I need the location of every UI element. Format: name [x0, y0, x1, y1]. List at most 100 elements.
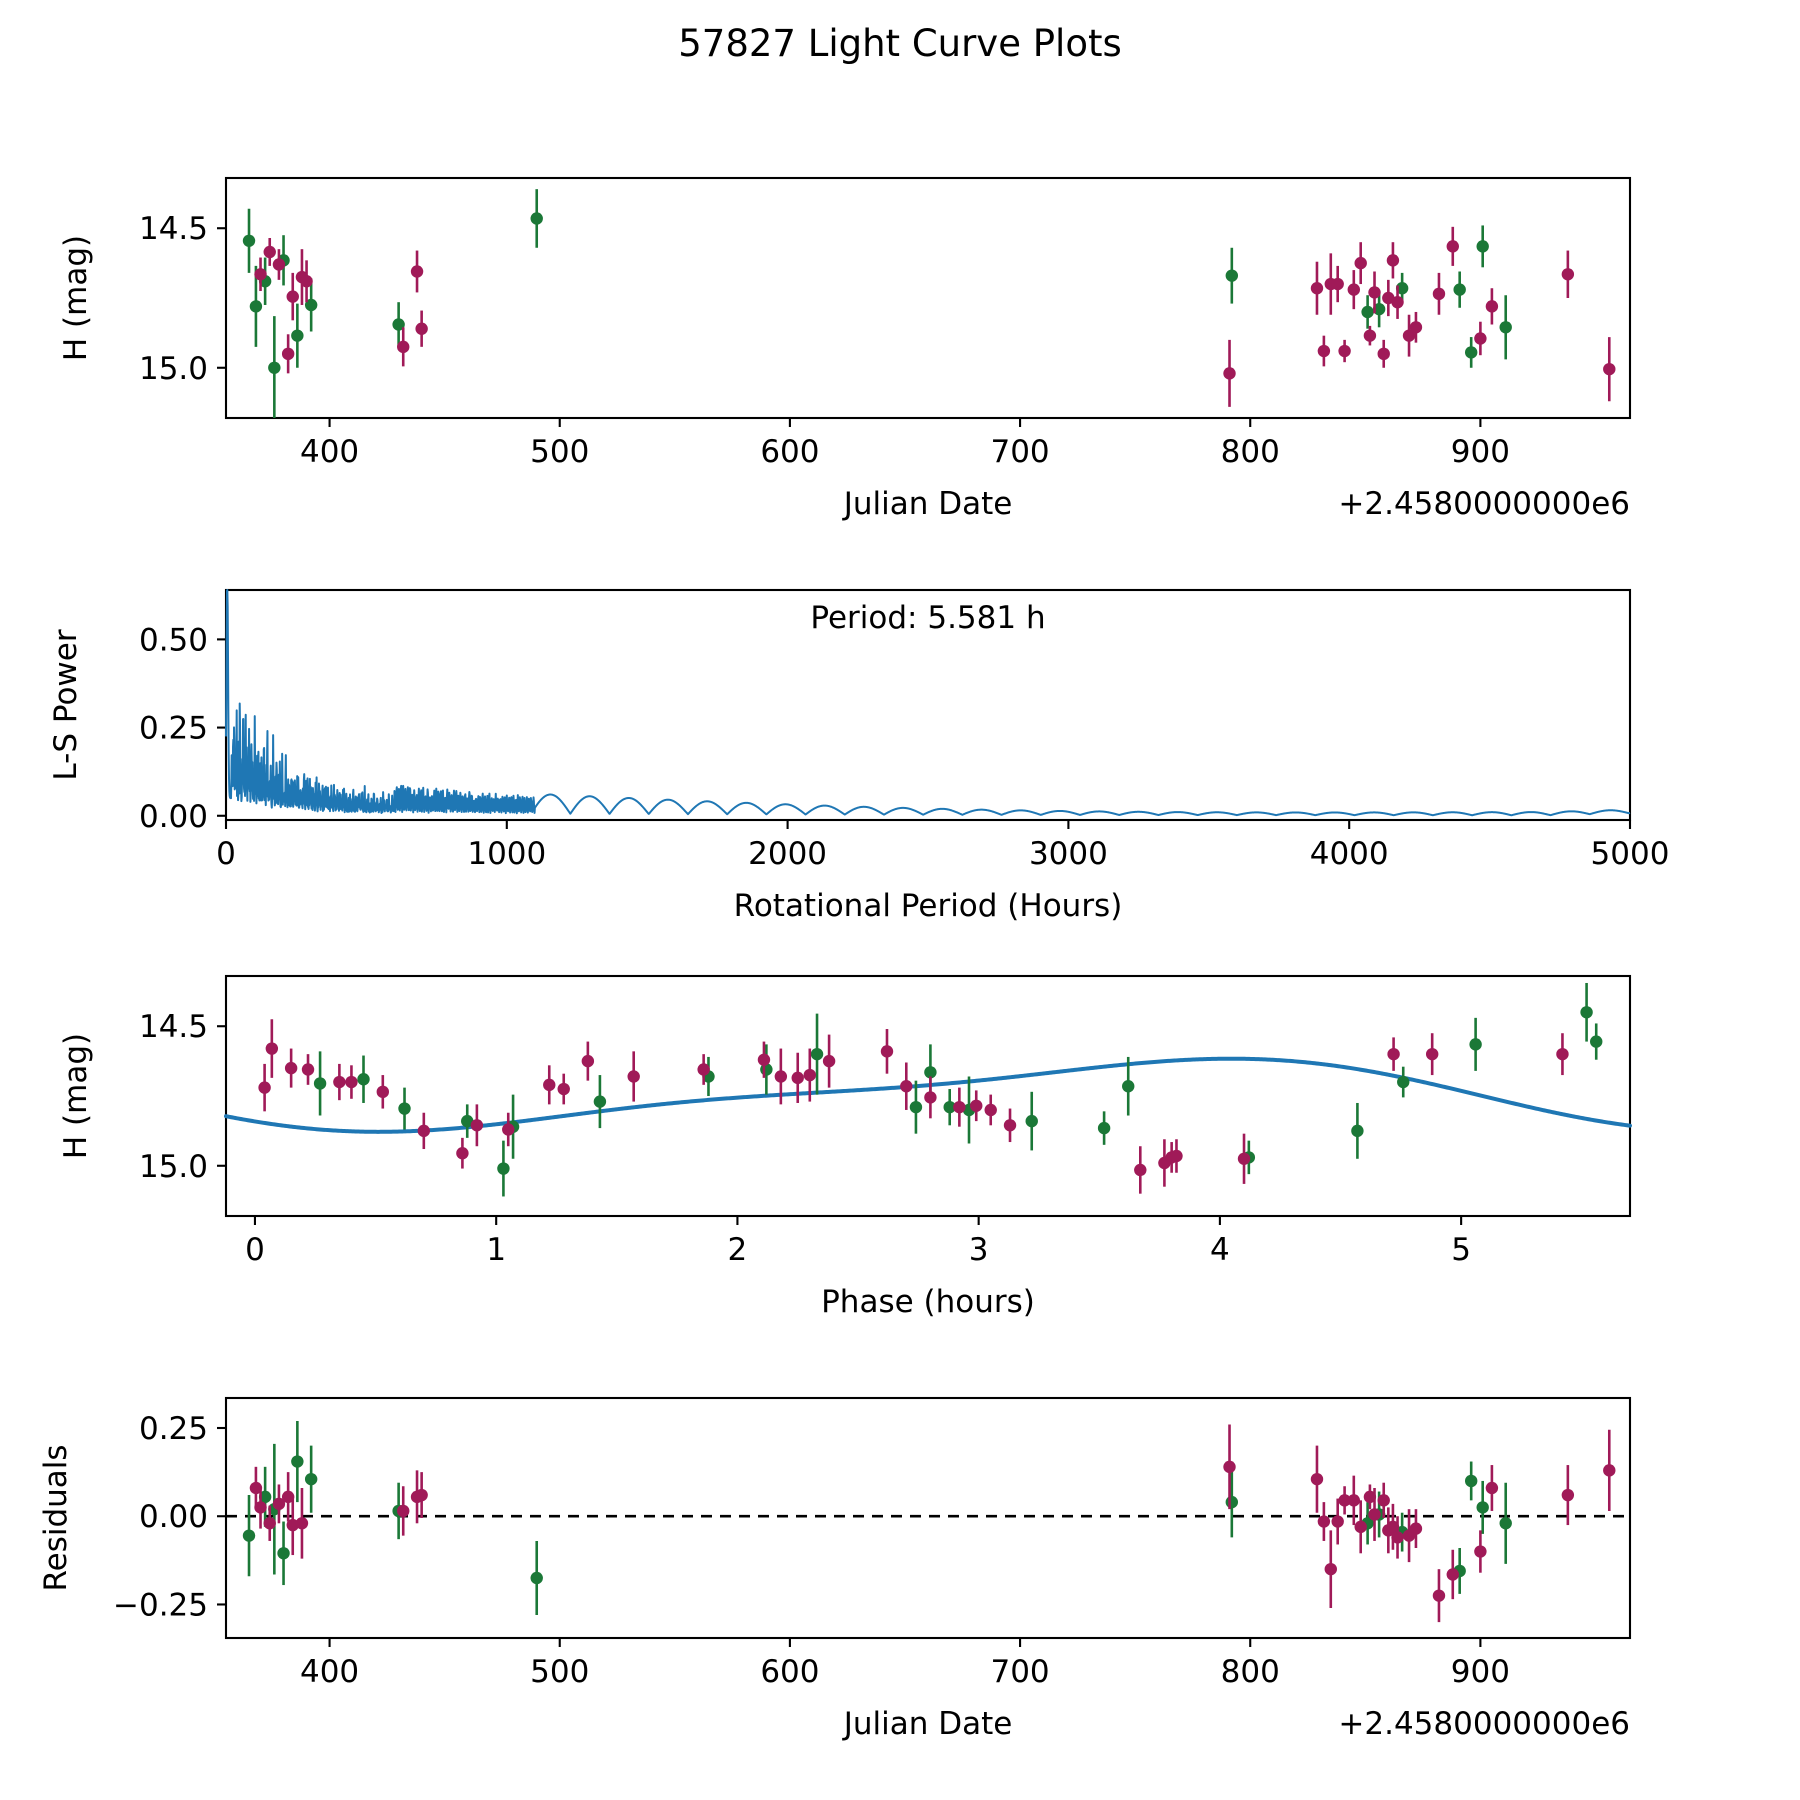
panel-periodogram: 0 1000 2000 3000 4000 5000 0.00 0.25 0.50 L-S Pow…: [0, 570, 1800, 950]
data-point: [984, 1103, 997, 1117]
y-tick-label: 15.0: [139, 351, 208, 387]
data-point: [1476, 1501, 1489, 1514]
data-point: [263, 1517, 276, 1530]
x-tick-label: 1: [486, 1232, 506, 1268]
data-point: [970, 1099, 983, 1112]
data-point: [1331, 1515, 1344, 1528]
data-point: [301, 1063, 315, 1076]
data-point: [272, 258, 286, 271]
series-magenta: [258, 1019, 1569, 1194]
data-point: [924, 1066, 937, 1079]
y-tick-label: 15.0: [139, 1149, 208, 1185]
x-tick-label: 900: [1451, 434, 1510, 470]
data-point: [1223, 367, 1236, 380]
x-tick-label: 0: [245, 1232, 265, 1268]
data-point: [345, 1075, 358, 1089]
data-point: [1556, 1047, 1569, 1061]
data-point: [1317, 1515, 1331, 1528]
data-point: [1354, 256, 1367, 270]
data-point: [1397, 1075, 1410, 1089]
data-point: [1354, 1520, 1367, 1534]
data-point: [300, 275, 313, 288]
data-point: [1351, 1124, 1364, 1138]
x-axis-label: Julian Date: [842, 1706, 1013, 1742]
series-green: [242, 189, 1512, 418]
x-tick-label: 900: [1451, 1654, 1510, 1690]
periodogram-curve: [225, 589, 1631, 817]
data-point: [470, 1119, 484, 1132]
y-tick-label: 0.25: [139, 711, 208, 747]
data-point: [415, 322, 428, 335]
data-point: [1603, 362, 1616, 376]
data-point: [392, 318, 405, 331]
axes-frame: 0 1000 2000 3000 4000 5000 0.00 0.25 0.50 L-S Pow…: [48, 588, 1669, 924]
data-point: [900, 1080, 913, 1093]
series-magenta: [254, 226, 1616, 407]
x-tick-label: 5: [1451, 1232, 1471, 1268]
data-point: [456, 1147, 469, 1160]
data-point: [1499, 321, 1512, 334]
data-point: [242, 234, 256, 247]
data-point: [791, 1071, 804, 1085]
data-point: [291, 1455, 304, 1468]
data-point: [1409, 1522, 1423, 1535]
x-tick-label: 4: [1210, 1232, 1230, 1268]
data-point: [497, 1162, 510, 1175]
x-axis-label: Julian Date: [842, 486, 1013, 522]
data-point: [1377, 347, 1390, 361]
plot-border: [224, 1396, 1632, 1640]
x-axis-label: Phase (hours): [821, 1284, 1035, 1320]
data-point: [263, 245, 276, 259]
data-point: [1453, 283, 1466, 296]
data-point: [1409, 321, 1423, 334]
data-point: [1122, 1080, 1135, 1093]
data-point: [1225, 269, 1239, 282]
x-tick-label: 700: [990, 1654, 1049, 1690]
data-point: [953, 1100, 966, 1114]
data-point: [1361, 305, 1374, 319]
data-point: [1225, 1495, 1239, 1509]
data-point: [943, 1100, 956, 1114]
data-point: [1474, 1545, 1487, 1558]
data-point: [1561, 1488, 1575, 1502]
data-point: [1425, 1047, 1439, 1061]
figure-title: 57827 Light Curve Plots: [678, 22, 1122, 65]
data-point: [1347, 283, 1361, 296]
data-point: [822, 1054, 836, 1068]
data-point: [1338, 1494, 1351, 1507]
x-tick-label: 3000: [1029, 836, 1108, 872]
data-point: [502, 1123, 515, 1136]
data-point: [803, 1068, 816, 1082]
data-point: [1474, 332, 1487, 345]
data-point: [254, 268, 267, 281]
data-point: [1382, 291, 1395, 305]
data-point: [268, 361, 281, 374]
data-point: [313, 1077, 327, 1090]
data-point: [415, 1488, 428, 1502]
data-point: [295, 1517, 309, 1530]
data-point: [254, 1501, 267, 1514]
y-tick-label: −0.25: [113, 1587, 208, 1623]
data-point: [909, 1100, 923, 1114]
data-point: [397, 1504, 410, 1518]
x-tick-label: 600: [760, 434, 819, 470]
data-point: [286, 1518, 299, 1532]
data-point: [1485, 1481, 1499, 1495]
data-point: [1446, 240, 1459, 253]
data-point: [1464, 346, 1478, 359]
data-point: [1580, 1006, 1593, 1019]
data-point: [1386, 1520, 1400, 1534]
y-tick-label: 0.00: [139, 1499, 208, 1535]
data-point: [810, 1047, 824, 1061]
panel-residuals: 400 500 600 700 800 900 −0.25 0.00 0.25 Residuals…: [0, 1370, 1800, 1790]
axes-frame: 400 500 600 700 800 900 −0.25 0.00 0.25 Residuals…: [38, 1396, 1632, 1742]
data-point: [286, 290, 299, 303]
data-point: [627, 1070, 640, 1083]
x-axis-offset-label: +2.4580000000e6: [1338, 1706, 1630, 1742]
data-point: [304, 1472, 318, 1486]
data-point: [1402, 329, 1416, 342]
data-point: [1134, 1163, 1147, 1177]
x-tick-label: 1000: [467, 836, 546, 872]
data-point: [1476, 240, 1489, 253]
data-point: [277, 1547, 290, 1560]
